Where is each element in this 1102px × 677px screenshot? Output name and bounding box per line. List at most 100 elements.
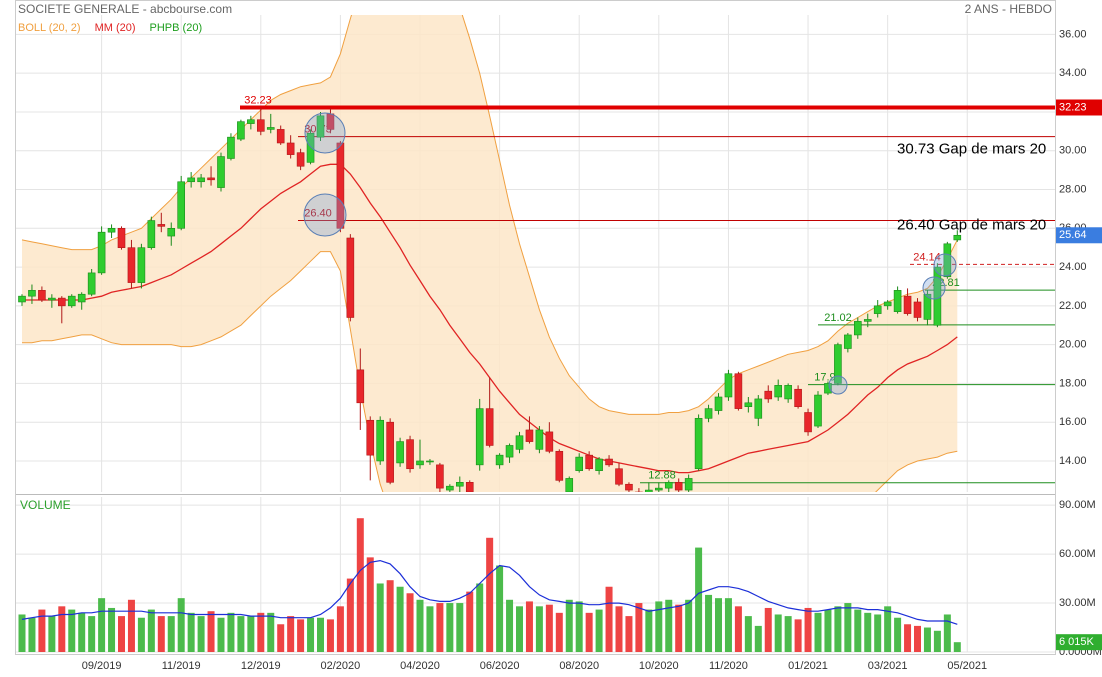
candle-body [57, 297, 66, 307]
labels: 14.0016.0018.0020.0022.0024.0026.0028.00… [18, 22, 1102, 672]
volume-bar [715, 598, 722, 652]
volume-bar [287, 616, 295, 652]
volume-bar [506, 599, 514, 652]
price-tag-label: 25.64 [1059, 229, 1087, 241]
candle-body [585, 454, 593, 470]
candle-body [804, 412, 812, 433]
candle-body [147, 220, 156, 248]
frame [15, 0, 1056, 655]
volume-bar [416, 599, 424, 652]
candle-body [48, 297, 56, 301]
candle-body [684, 478, 693, 491]
candle-body [575, 456, 584, 471]
y-tick-label: 22.00 [1059, 300, 1087, 312]
candle-body [724, 373, 733, 398]
y-tick-label: 16.00 [1059, 416, 1087, 428]
bollinger-lower [22, 251, 958, 492]
volume-bar [227, 612, 235, 652]
volume-title: VOLUME [20, 498, 71, 512]
volume-bar [78, 612, 86, 652]
candle-body [446, 485, 454, 491]
volume-bar [685, 599, 693, 652]
volume-bar [516, 606, 523, 652]
candle-body [256, 119, 265, 132]
y-tick-label: 14.00 [1059, 455, 1087, 467]
volume-bar [784, 616, 792, 652]
level-note: 30.73 Gap de mars 20 [897, 141, 1046, 158]
price-tag [1056, 99, 1102, 116]
volume-bar [933, 630, 941, 652]
volume-bar [486, 537, 494, 652]
volume-bar [814, 612, 822, 652]
price-tag-label: 32.23 [1059, 101, 1087, 113]
volume-bar [187, 612, 195, 652]
volume-bar [645, 609, 653, 652]
volume-bar [346, 578, 354, 652]
volume-bar [496, 565, 504, 652]
volume-bar [595, 609, 603, 652]
x-tick-label: 05/2021 [947, 660, 987, 672]
volume-bar [366, 557, 374, 652]
volume-bar [724, 598, 732, 652]
candle-body [605, 458, 613, 466]
candle-body [406, 439, 414, 470]
y-tick-label: 30.00M [1059, 597, 1096, 609]
candle-body [625, 483, 633, 491]
candle-body [187, 177, 195, 183]
x-tick-label: 10/2020 [639, 660, 679, 672]
candle-body [754, 398, 763, 419]
candle-body [694, 418, 703, 470]
y-tick-label: 60.00M [1059, 548, 1096, 560]
candle-body [237, 121, 245, 140]
legend-entry: MM (20) [95, 22, 136, 34]
candle-body [266, 127, 275, 130]
volume-bar [665, 599, 673, 652]
volume-bar [625, 616, 633, 652]
volume-bar [237, 616, 245, 652]
candle-body [495, 454, 504, 466]
y-tick-label: 90.00M [1059, 499, 1096, 511]
candle-body [336, 142, 345, 229]
candle-body [764, 390, 773, 400]
x-tick-label: 03/2021 [868, 660, 908, 672]
x-tick-label: 04/2020 [400, 660, 440, 672]
volume-average [21, 559, 958, 625]
candle-body [654, 487, 663, 491]
candle-body [814, 394, 822, 427]
candle-body [744, 402, 753, 407]
x-tick-label: 01/2021 [788, 660, 828, 672]
candle-body [943, 243, 952, 278]
volume-bar [98, 598, 106, 652]
candle-body [167, 227, 176, 237]
level-label: 24.14 [913, 251, 941, 263]
volume-bar [844, 603, 852, 652]
candle-body [794, 388, 802, 407]
volume-bar [953, 642, 961, 652]
circle [828, 375, 848, 395]
candle-body [38, 290, 46, 301]
candle-body [475, 408, 484, 466]
candle-body [714, 396, 723, 411]
volume-bar [247, 616, 255, 652]
legend-entry: BOLL (20, 2) [18, 22, 81, 34]
volume-bar [18, 614, 26, 652]
candle-body [227, 136, 235, 159]
volume-plot [18, 518, 961, 652]
volume-bar [297, 619, 305, 652]
volume-bar [884, 606, 892, 652]
candle-body [853, 321, 862, 336]
candle-body [784, 385, 792, 400]
volume-bar [894, 617, 902, 652]
volume-bar [904, 624, 912, 652]
candle-body [157, 224, 166, 227]
candle-body [873, 305, 882, 314]
volume-bar [675, 604, 683, 652]
legend-entry: PHPB (20) [150, 22, 203, 34]
volume-bar [436, 603, 444, 652]
x-tick-label: 06/2020 [480, 660, 520, 672]
candle-body [127, 247, 136, 283]
volume-bar [555, 612, 563, 652]
candle-body [316, 115, 325, 138]
